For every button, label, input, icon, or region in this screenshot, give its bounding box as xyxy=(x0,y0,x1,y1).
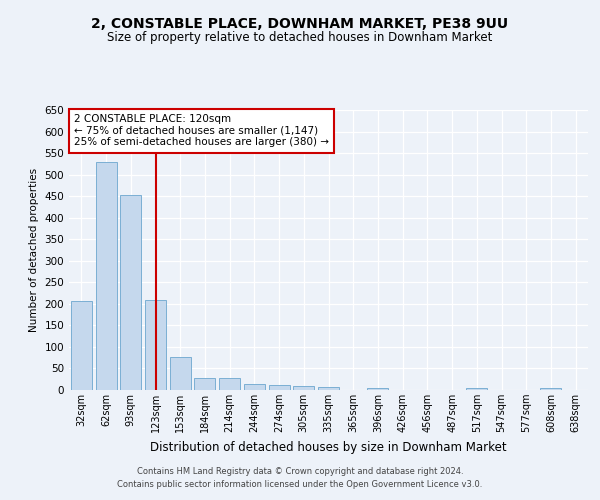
Bar xyxy=(466,388,487,390)
Text: Contains public sector information licensed under the Open Government Licence v3: Contains public sector information licen… xyxy=(118,480,482,489)
Bar xyxy=(120,196,141,390)
Bar xyxy=(318,387,339,390)
Text: 2, CONSTABLE PLACE, DOWNHAM MARKET, PE38 9UU: 2, CONSTABLE PLACE, DOWNHAM MARKET, PE38… xyxy=(91,18,509,32)
Text: Size of property relative to detached houses in Downham Market: Size of property relative to detached ho… xyxy=(107,31,493,44)
Bar xyxy=(170,358,191,390)
Text: 2 CONSTABLE PLACE: 120sqm
← 75% of detached houses are smaller (1,147)
25% of se: 2 CONSTABLE PLACE: 120sqm ← 75% of detac… xyxy=(74,114,329,148)
X-axis label: Distribution of detached houses by size in Downham Market: Distribution of detached houses by size … xyxy=(150,440,507,454)
Bar xyxy=(95,162,116,390)
Bar xyxy=(219,378,240,390)
Bar xyxy=(269,385,290,390)
Bar xyxy=(541,388,562,390)
Bar xyxy=(244,384,265,390)
Text: Contains HM Land Registry data © Crown copyright and database right 2024.: Contains HM Land Registry data © Crown c… xyxy=(137,467,463,476)
Bar xyxy=(71,301,92,390)
Bar xyxy=(293,386,314,390)
Bar xyxy=(194,378,215,390)
Bar xyxy=(367,388,388,390)
Bar xyxy=(145,300,166,390)
Y-axis label: Number of detached properties: Number of detached properties xyxy=(29,168,39,332)
